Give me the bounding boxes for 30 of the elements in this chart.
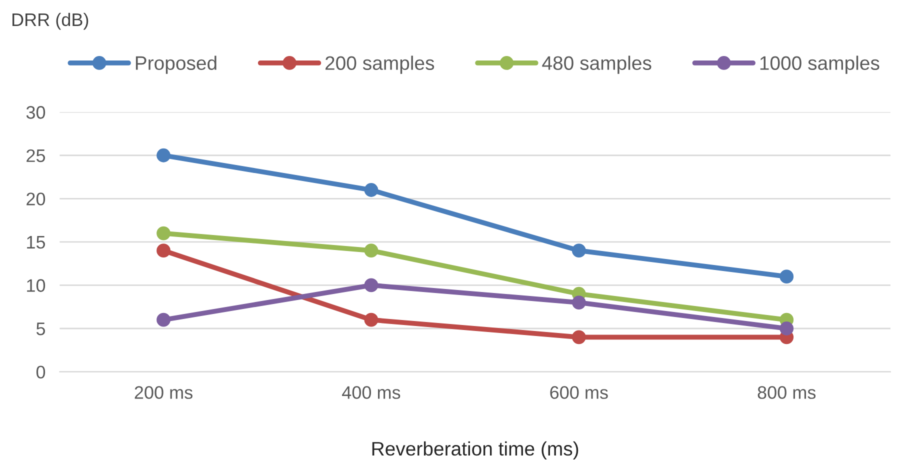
y-tick-label: 30	[26, 106, 46, 119]
legend-label: 480 samples	[542, 56, 652, 74]
x-tick-label: 400 ms	[342, 386, 400, 399]
point	[572, 296, 586, 310]
point	[780, 270, 794, 284]
point	[364, 244, 378, 258]
x-tick-label: 600 ms	[550, 386, 608, 399]
point	[156, 312, 170, 327]
y-tick-label: 5	[36, 322, 46, 336]
x-tick-label: 200 ms	[134, 386, 192, 399]
y-tick-label: 20	[26, 192, 46, 206]
point	[364, 183, 378, 197]
legend-label: 1000 samples	[760, 56, 880, 74]
point	[364, 312, 378, 327]
point	[364, 278, 378, 292]
x-axis-title: Reverberation time (ms)	[372, 441, 578, 460]
x-tick-label: 800 ms	[758, 386, 816, 399]
point	[156, 226, 170, 240]
legend-label: Proposed	[136, 56, 216, 74]
point	[156, 148, 170, 162]
point	[572, 330, 586, 344]
y-axis-title: DRR (dB)	[12, 12, 88, 30]
point	[780, 322, 794, 336]
y-tick-label: 0	[36, 366, 46, 378]
y-tick-label: 25	[26, 149, 46, 162]
y-tick-label: 10	[27, 279, 46, 292]
y-tick-label: 15	[27, 236, 46, 249]
point	[156, 244, 170, 258]
point	[572, 244, 586, 258]
legend-label: 200 samples	[326, 56, 434, 74]
